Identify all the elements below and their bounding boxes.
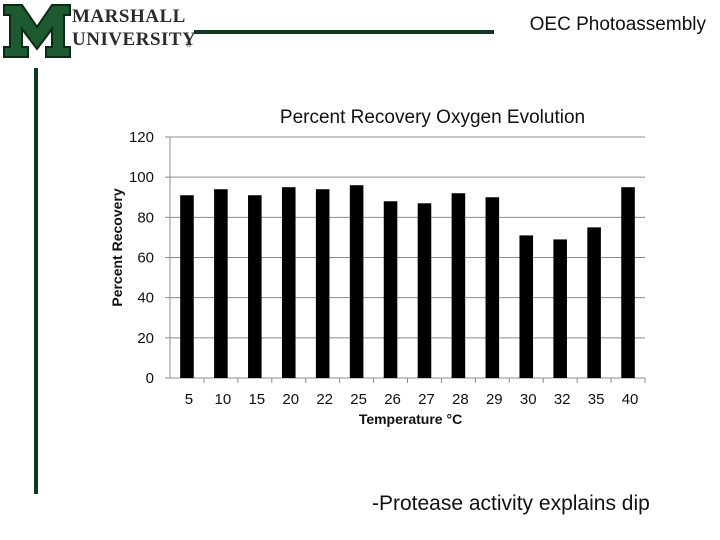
bar-27 [417,203,432,378]
bar-15 [248,195,262,378]
x-tick-label-32: 32 [554,391,571,408]
footnote: -Protease activity explains dip [372,492,650,515]
page-title: OEC Photoassembly [529,14,706,35]
x-tick-label-15: 15 [248,391,265,408]
bar-28 [451,193,466,378]
x-tick-label-10: 10 [215,391,232,408]
x-tick-label-27: 27 [418,391,435,408]
bar-26 [383,201,398,378]
logo-text-marshall: MARSHALL [72,6,186,27]
y-tick-label-120: 120 [129,129,154,146]
bar-20 [281,187,296,378]
x-tick-label-22: 22 [316,391,333,408]
y-axis-label: Percent Recovery [109,188,125,307]
bar-35 [587,227,601,378]
marshall-logo: MARSHALL UNIVERSITY ® [0,0,200,64]
y-tick-label-0: 0 [146,370,154,387]
x-axis-label: Temperature °C [359,411,462,427]
y-tick-label-20: 20 [137,330,154,347]
y-tick-label-40: 40 [137,290,154,307]
x-tick-label-40: 40 [622,391,639,408]
bar-10 [214,189,228,378]
left-divider [34,68,38,494]
x-tick-label-25: 25 [350,391,367,408]
bar-22 [315,189,330,378]
bar-29 [485,197,500,378]
x-tick-label-35: 35 [588,391,605,408]
marshall-m-icon [3,4,71,58]
bar-32 [553,239,567,378]
bar-25 [349,185,364,378]
x-tick-label-26: 26 [384,391,401,408]
y-tick-label-100: 100 [129,169,154,186]
x-tick-label-30: 30 [520,391,537,408]
chart-title: Percent Recovery Oxygen Evolution [280,107,585,128]
x-tick-label-5: 5 [185,391,193,408]
bar-40 [621,187,635,378]
x-tick-label-20: 20 [282,391,299,408]
logo-registered-mark: ® [186,42,192,49]
y-tick-label-80: 80 [137,209,154,226]
header-divider [194,30,494,34]
x-tick-label-28: 28 [452,391,469,408]
bar-5 [180,195,194,378]
y-tick-label-60: 60 [137,250,154,267]
logo-text-university: UNIVERSITY [72,29,197,50]
bar-30 [519,235,534,378]
x-tick-label-29: 29 [486,391,503,408]
